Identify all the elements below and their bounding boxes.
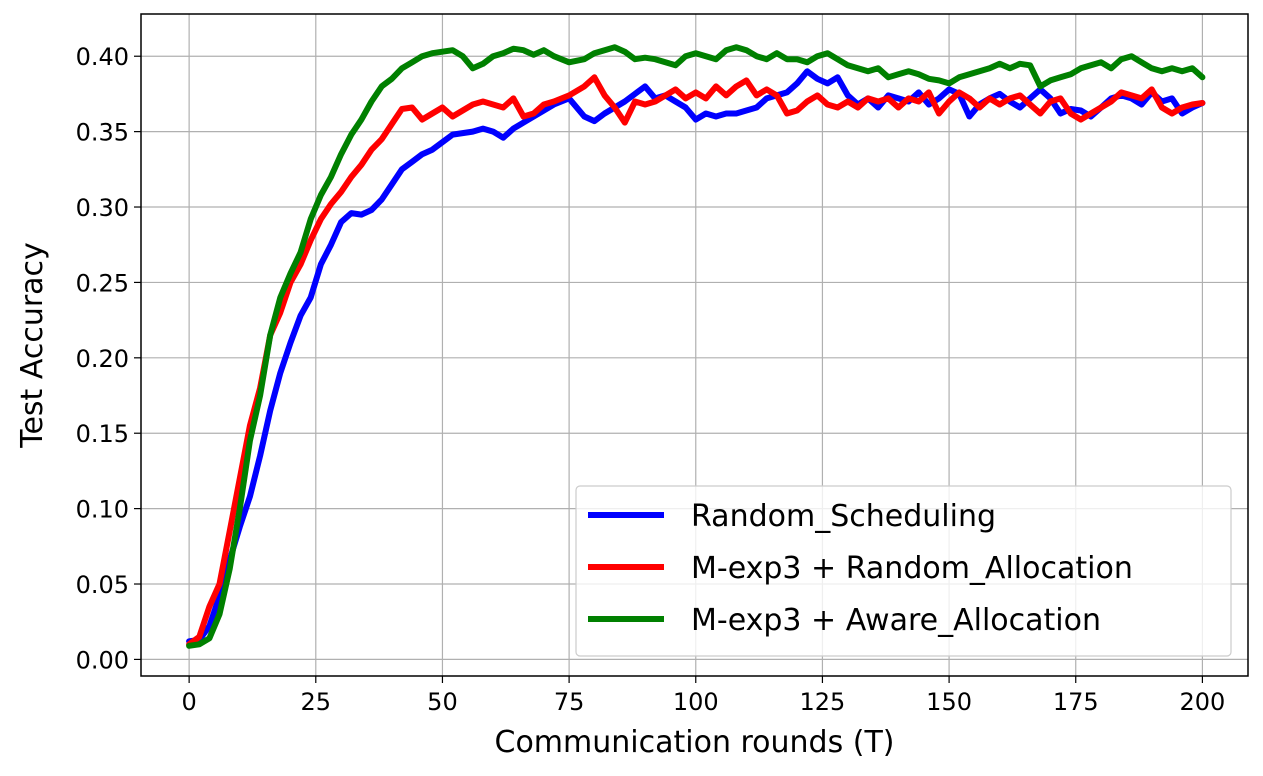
y-tick-label: 0.10 <box>76 496 129 524</box>
series-lines <box>186 44 1206 649</box>
series-line-3 <box>186 44 1206 649</box>
legend-box <box>575 485 1232 657</box>
y-tick-label: 0.20 <box>76 345 129 373</box>
y-tick-label: 0.30 <box>76 194 129 222</box>
y-axis-ticks: 0.00 0.05 0.10 0.15 0.20 0.25 0.30 0.35 0.40 <box>76 43 141 674</box>
x-tick-label: 175 <box>1053 688 1099 716</box>
y-tick-label: 0.25 <box>76 269 129 297</box>
legend-label-2: M-exp3 + Random_Allocation <box>691 551 1133 586</box>
x-axis-label: Communication rounds (T) <box>495 725 895 760</box>
x-axis-ticks: 0 25 50 75 100 125 150 175 200 <box>181 676 1225 716</box>
y-tick-label: 0.40 <box>76 43 129 71</box>
y-tick-label: 0.15 <box>76 420 129 448</box>
y-axis-label: Test Accuracy <box>15 242 50 449</box>
y-tick-label: 0.05 <box>76 571 129 599</box>
x-tick-label: 25 <box>301 688 332 716</box>
x-tick-label: 50 <box>427 688 458 716</box>
series-line-2 <box>186 74 1206 648</box>
legend-label-3: M-exp3 + Aware_Allocation <box>691 603 1101 638</box>
series-line-1 <box>186 68 1206 645</box>
legend-label-1: Random_Scheduling <box>691 499 996 534</box>
x-tick-label: 125 <box>800 688 846 716</box>
plot-frame <box>140 13 1249 677</box>
y-tick-label: 0.35 <box>76 119 129 147</box>
y-tick-label: 0.00 <box>76 646 129 674</box>
x-tick-label: 150 <box>926 688 972 716</box>
x-tick-label: 75 <box>554 688 585 716</box>
x-tick-label: 100 <box>673 688 719 716</box>
x-tick-label: 200 <box>1179 688 1225 716</box>
x-tick-label: 0 <box>181 688 196 716</box>
legend: Random_Scheduling M-exp3 + Random_Allocat… <box>575 485 1232 657</box>
